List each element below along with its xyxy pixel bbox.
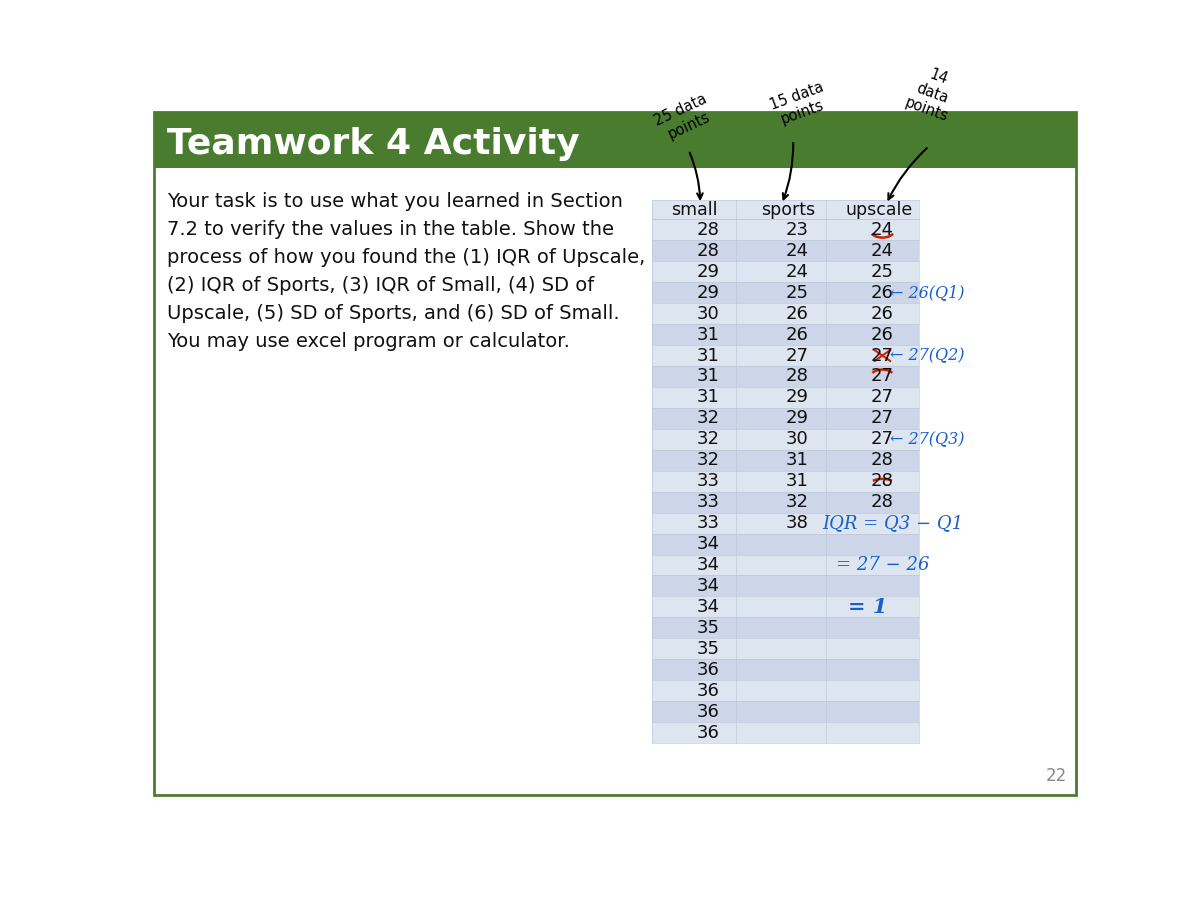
Bar [653, 701, 919, 722]
Bar [653, 408, 919, 429]
Text: 33: 33 [696, 514, 720, 533]
Text: 26: 26 [786, 304, 809, 322]
Text: 35: 35 [696, 639, 720, 657]
Text: 38: 38 [786, 514, 809, 533]
Text: 29: 29 [786, 389, 809, 407]
Text: 27: 27 [871, 409, 894, 427]
Text: = 1: = 1 [847, 597, 887, 617]
Bar [653, 596, 919, 617]
Text: 34: 34 [696, 577, 720, 595]
Bar [653, 324, 919, 345]
Text: 31: 31 [696, 389, 720, 407]
Text: 28: 28 [786, 367, 809, 385]
Text: 31: 31 [786, 452, 809, 470]
Text: ← 27(Q2): ← 27(Q2) [890, 347, 965, 364]
Text: sports: sports [761, 201, 815, 219]
Bar [653, 513, 919, 533]
Text: 28: 28 [871, 493, 894, 511]
Text: 36: 36 [696, 702, 720, 720]
Text: 29: 29 [696, 263, 720, 281]
Text: 15 data
points: 15 data points [768, 80, 832, 129]
Text: 29: 29 [786, 409, 809, 427]
Text: 34: 34 [696, 598, 720, 616]
Bar [653, 659, 919, 680]
Text: 22: 22 [1045, 768, 1067, 786]
Text: 32: 32 [696, 409, 720, 427]
Bar [653, 471, 919, 492]
Text: 36: 36 [696, 682, 720, 700]
Text: 26: 26 [871, 304, 894, 322]
Text: Teamwork 4 Activity: Teamwork 4 Activity [167, 127, 580, 161]
Text: 31: 31 [696, 347, 720, 365]
Text: 27: 27 [786, 347, 809, 365]
Text: 32: 32 [696, 452, 720, 470]
Bar [653, 450, 919, 471]
Bar [653, 722, 919, 743]
Bar [653, 533, 919, 554]
Text: 28: 28 [696, 221, 720, 239]
Text: 33: 33 [696, 472, 720, 490]
Text: 28: 28 [871, 452, 894, 470]
Text: 32: 32 [696, 430, 720, 448]
Text: 34: 34 [696, 556, 720, 574]
Bar [653, 576, 919, 596]
Text: IQR = Q3 − Q1: IQR = Q3 − Q1 [823, 514, 964, 533]
Text: 34: 34 [696, 535, 720, 553]
Bar [653, 638, 919, 659]
Text: 24: 24 [786, 242, 809, 260]
Text: 27: 27 [871, 347, 894, 365]
Text: ← 26(Q1): ← 26(Q1) [890, 284, 965, 301]
Bar [653, 261, 919, 282]
Text: 29: 29 [696, 284, 720, 302]
Text: 25: 25 [786, 284, 809, 302]
Bar [653, 200, 919, 219]
Bar [154, 111, 1076, 168]
Text: Your task is to use what you learned in Section
7.2 to verify the values in the : Your task is to use what you learned in … [167, 192, 646, 351]
Text: 30: 30 [786, 430, 809, 448]
Bar [653, 366, 919, 387]
Bar [653, 345, 919, 366]
Text: 24: 24 [786, 263, 809, 281]
Text: 27: 27 [871, 389, 894, 407]
Text: 26: 26 [786, 326, 809, 344]
Text: 36: 36 [696, 661, 720, 679]
Text: 30: 30 [697, 304, 719, 322]
Text: 14
data
points: 14 data points [904, 63, 962, 125]
Text: 31: 31 [786, 472, 809, 490]
Text: 24: 24 [871, 221, 894, 239]
Bar [653, 387, 919, 408]
Text: 35: 35 [696, 619, 720, 637]
Bar [653, 554, 919, 576]
Text: 25 data
points: 25 data points [653, 92, 718, 145]
Text: small: small [671, 201, 718, 219]
Text: upscale: upscale [846, 201, 913, 219]
Bar [653, 241, 919, 261]
Text: 31: 31 [696, 367, 720, 385]
Text: 27: 27 [871, 430, 894, 448]
Text: 26: 26 [871, 284, 894, 302]
Text: 28: 28 [696, 242, 720, 260]
Bar [653, 492, 919, 513]
Text: 25: 25 [871, 263, 894, 281]
Text: = 27 − 26: = 27 − 26 [836, 556, 929, 574]
Text: 33: 33 [696, 493, 720, 511]
Bar [653, 219, 919, 241]
Text: ← 27(Q3): ← 27(Q3) [890, 431, 965, 448]
Bar [653, 680, 919, 701]
Text: 32: 32 [786, 493, 809, 511]
Text: 24: 24 [871, 242, 894, 260]
Bar [653, 617, 919, 638]
Text: 28: 28 [871, 472, 894, 490]
Bar [653, 429, 919, 450]
Text: 31: 31 [696, 326, 720, 344]
Text: 36: 36 [696, 724, 720, 742]
Bar [653, 282, 919, 304]
Text: 27: 27 [871, 367, 894, 385]
Text: 26: 26 [871, 326, 894, 344]
Bar [653, 304, 919, 324]
Text: 23: 23 [786, 221, 809, 239]
